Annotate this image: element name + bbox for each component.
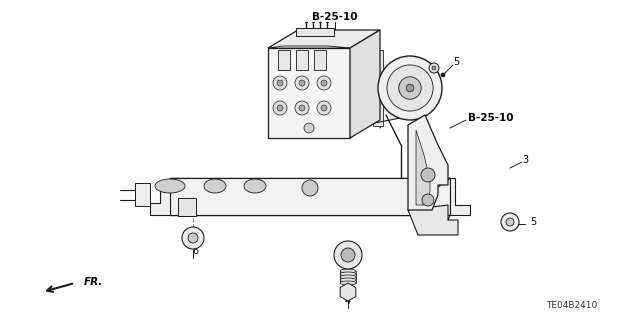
Text: FR.: FR. <box>84 277 104 287</box>
Circle shape <box>506 218 514 226</box>
Bar <box>296 28 334 36</box>
Polygon shape <box>350 30 380 138</box>
Polygon shape <box>268 46 350 48</box>
Circle shape <box>429 63 439 73</box>
Circle shape <box>299 105 305 111</box>
Circle shape <box>317 101 331 115</box>
Circle shape <box>277 80 283 86</box>
Bar <box>178 198 196 216</box>
Text: 3: 3 <box>522 155 528 165</box>
Circle shape <box>378 56 442 120</box>
Polygon shape <box>170 178 450 215</box>
Ellipse shape <box>340 281 356 285</box>
Text: 5: 5 <box>530 217 536 227</box>
Circle shape <box>188 233 198 243</box>
Text: 5: 5 <box>453 57 460 67</box>
Text: 2: 2 <box>319 28 325 38</box>
Circle shape <box>273 101 287 115</box>
Text: B-25-10: B-25-10 <box>312 12 358 22</box>
Circle shape <box>501 213 519 231</box>
Bar <box>373 50 383 126</box>
Circle shape <box>295 76 309 90</box>
Circle shape <box>334 241 362 269</box>
Text: B-25-10: B-25-10 <box>468 113 513 123</box>
Circle shape <box>273 76 287 90</box>
Polygon shape <box>408 115 448 210</box>
Ellipse shape <box>204 179 226 193</box>
Circle shape <box>299 80 305 86</box>
Circle shape <box>406 84 414 92</box>
Ellipse shape <box>340 275 356 279</box>
Polygon shape <box>150 178 170 215</box>
Ellipse shape <box>340 269 356 273</box>
Circle shape <box>321 80 327 86</box>
Circle shape <box>421 168 435 182</box>
Bar <box>314 50 326 70</box>
Circle shape <box>422 194 434 206</box>
Ellipse shape <box>155 179 185 193</box>
Circle shape <box>432 66 436 70</box>
Text: TE04B2410: TE04B2410 <box>547 301 598 310</box>
Ellipse shape <box>340 278 356 282</box>
Text: 4: 4 <box>345 296 351 306</box>
Circle shape <box>441 73 445 77</box>
Circle shape <box>399 77 421 99</box>
Polygon shape <box>135 183 150 206</box>
Circle shape <box>304 123 314 133</box>
Bar <box>296 50 308 70</box>
Circle shape <box>387 65 433 111</box>
Polygon shape <box>268 30 380 48</box>
Circle shape <box>295 101 309 115</box>
Polygon shape <box>408 205 458 235</box>
Text: 1: 1 <box>345 268 351 278</box>
Circle shape <box>321 105 327 111</box>
Circle shape <box>302 180 318 196</box>
Bar <box>278 50 290 70</box>
Text: 6: 6 <box>192 246 198 256</box>
Polygon shape <box>416 130 430 205</box>
Circle shape <box>182 227 204 249</box>
Polygon shape <box>268 48 350 138</box>
Ellipse shape <box>244 179 266 193</box>
Circle shape <box>341 248 355 262</box>
Circle shape <box>277 105 283 111</box>
Polygon shape <box>450 178 470 215</box>
Circle shape <box>317 76 331 90</box>
Ellipse shape <box>340 272 356 276</box>
